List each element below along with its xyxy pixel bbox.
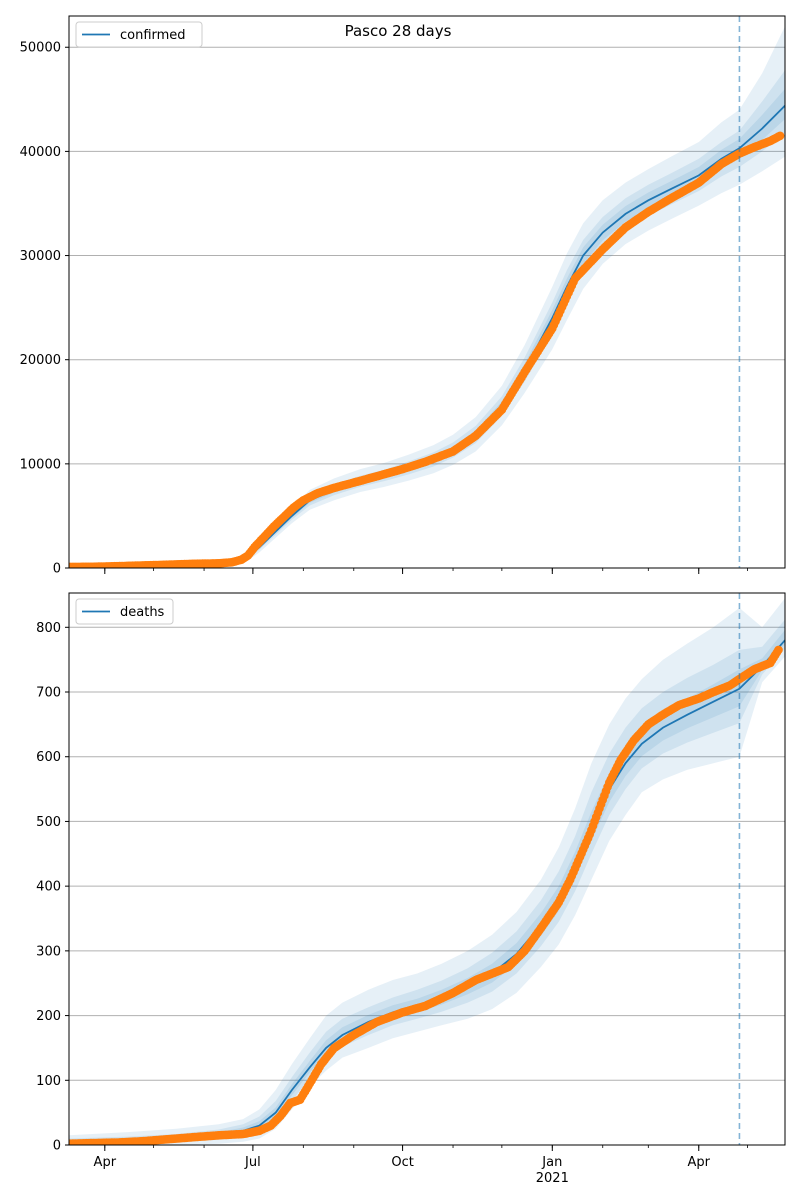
legend-label: deaths: [120, 605, 165, 620]
confirmed-panel: 0 10000 20000 30000 40000 50000 confirmed: [20, 15, 786, 577]
y-tick-label: 800: [36, 621, 61, 636]
y-tick-label: 20000: [20, 353, 61, 368]
y-tick-label: 700: [36, 686, 61, 701]
observed-point: [775, 131, 785, 141]
legend-box: [75, 21, 203, 48]
y-tick-label: 600: [36, 750, 61, 765]
legend-box: [75, 598, 174, 625]
axes-frame: [68, 592, 786, 1146]
y-tick-label: 10000: [20, 457, 61, 472]
observed-point: [774, 645, 783, 655]
y-tick-label: 400: [36, 880, 61, 895]
x-tick-label: Jul: [244, 1155, 261, 1170]
x-tick-label: Apr: [688, 1155, 711, 1170]
y-tick-label: 500: [36, 815, 61, 830]
y-tick-label: 0: [53, 1139, 61, 1154]
x-tick-label: Oct: [391, 1155, 413, 1170]
plot-area: [69, 598, 785, 1145]
y-tick-label: 100: [36, 1074, 61, 1089]
plot-area: [69, 26, 785, 568]
y-tick-label: 40000: [20, 145, 61, 160]
band-middle: [69, 70, 785, 568]
y-tick-label: 200: [36, 1009, 61, 1024]
x-tick-label: Jan: [541, 1155, 562, 1170]
x-tick-sublabel: 2021: [536, 1171, 569, 1186]
axes-frame: [68, 15, 786, 569]
band-outer: [69, 598, 785, 1145]
y-tick-label: 50000: [20, 41, 61, 56]
y-tick-label: 30000: [20, 249, 61, 264]
figure-title: Pasco 28 days: [345, 22, 452, 40]
x-tick-label: Apr: [94, 1155, 117, 1170]
band-middle: [69, 619, 785, 1145]
y-tick-label: 0: [53, 562, 61, 577]
legend-label: confirmed: [120, 28, 186, 43]
deaths-panel: 0 100 200 300 400 500 600 700 800 Apr Jul Oct Jan202…: [36, 592, 786, 1186]
y-tick-label: 300: [36, 944, 61, 959]
